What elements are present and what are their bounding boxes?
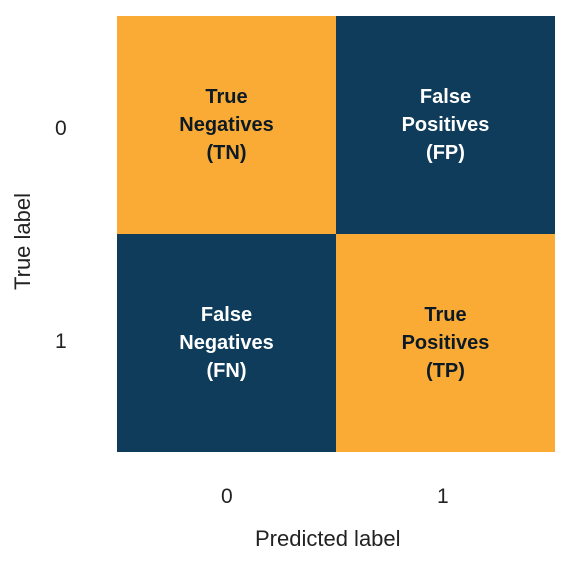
cell-true-positives: True Positives (TP)	[336, 234, 555, 452]
y-axis-label: True label	[10, 192, 35, 290]
cell-tn-line-3: (TN)	[206, 142, 247, 164]
y-tick-1: 1	[55, 330, 67, 353]
confusion-matrix-grid: True Negatives (TN) False Positives (FP)…	[117, 16, 555, 452]
cell-fp-line-1: False	[419, 86, 472, 108]
y-tick-0: 0	[55, 117, 67, 140]
x-axis-label: Predicted label	[255, 526, 401, 551]
cell-false-positives: False Positives (FP)	[336, 16, 555, 234]
cell-tn-line-1: True	[205, 86, 248, 108]
cell-tp-line-3: (TP)	[426, 360, 465, 382]
x-tick-0: 0	[221, 485, 233, 508]
cell-tn-line-2: Negatives	[179, 114, 274, 136]
cell-tp-line-2: Positives	[401, 332, 490, 354]
cell-fp-line-2: Positives	[401, 114, 490, 136]
cell-tp-line-1: True	[424, 304, 467, 326]
cell-fn-line-2: Negatives	[179, 332, 274, 354]
x-tick-1: 1	[437, 485, 449, 508]
cell-false-negatives: False Negatives (FN)	[117, 234, 336, 452]
cell-fn-line-3: (FN)	[206, 360, 247, 382]
cell-fn-line-1: False	[200, 304, 253, 326]
cell-fp-line-3: (FP)	[426, 142, 465, 164]
cell-true-negatives: True Negatives (TN)	[117, 16, 336, 234]
